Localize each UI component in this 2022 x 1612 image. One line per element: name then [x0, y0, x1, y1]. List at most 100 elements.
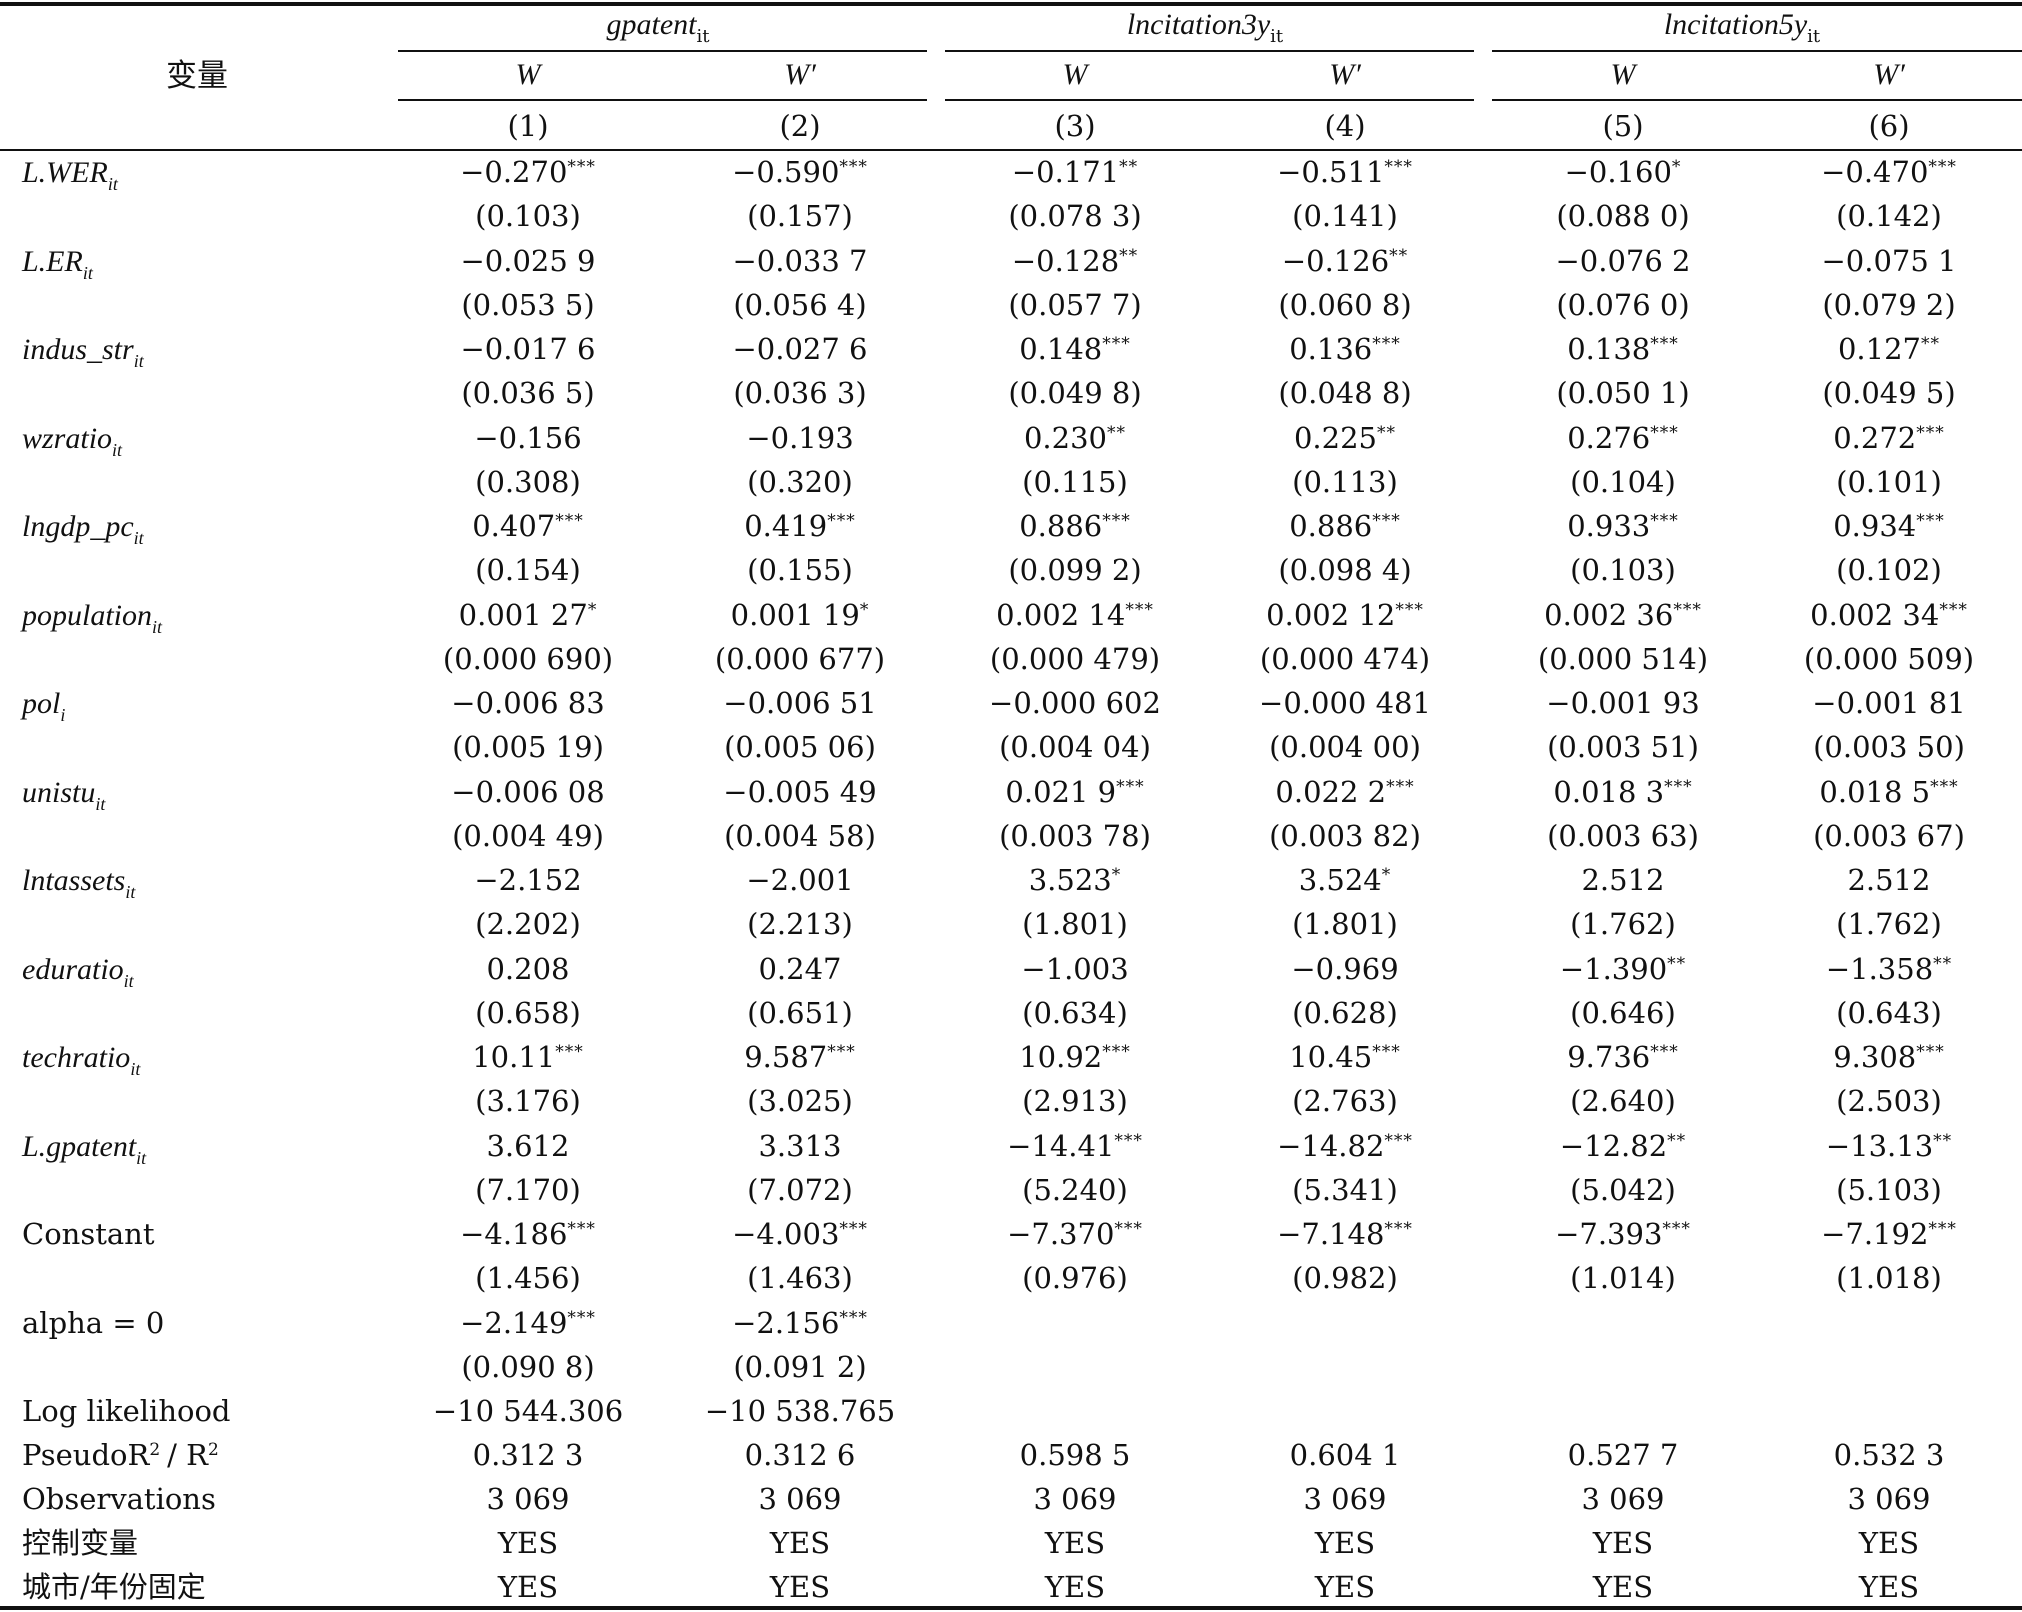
standard-error-cell: (0.036 3) — [733, 376, 867, 410]
controls-label: 控制变量 — [22, 1526, 139, 1560]
row-label-name: population — [22, 598, 153, 632]
coefficient-value: 0.272 — [1833, 420, 1917, 455]
significance-stars: ** — [1921, 334, 1941, 354]
r2-label-sup: 2 — [149, 1440, 162, 1460]
stat-value: YES — [1592, 1570, 1654, 1604]
row-label-subscript: i — [60, 705, 66, 725]
group-subscript: it — [696, 26, 710, 47]
significance-stars: *** — [567, 1219, 596, 1239]
standard-error-cell: (0.102) — [1836, 553, 1942, 587]
coefficient-cell: −7.192*** — [1821, 1220, 1957, 1249]
row-label: populationit — [22, 598, 162, 636]
coefficient-value: 0.001 27 — [458, 597, 588, 632]
coefficient-value: −14.82 — [1277, 1128, 1385, 1163]
stat-value: 0.532 3 — [1833, 1438, 1945, 1472]
significance-stars: *** — [1916, 1042, 1945, 1062]
row-label-name: L.WER — [22, 156, 108, 189]
stat-value: YES — [497, 1570, 559, 1604]
row-label-name: indus_str — [22, 333, 134, 366]
coefficient-value: −0.160 — [1564, 155, 1672, 189]
coefficient-value: 2.512 — [1847, 863, 1931, 897]
coefficient-value: 3.524 — [1298, 863, 1382, 897]
coefficient-cell: 0.002 12*** — [1266, 600, 1424, 630]
standard-error-cell: (0.088 0) — [1556, 199, 1690, 233]
significance-stars: *** — [1650, 511, 1679, 531]
significance-stars: ** — [1377, 422, 1397, 443]
standard-error-cell: (7.072) — [747, 1172, 853, 1207]
stat-value: −10 538.765 — [704, 1394, 896, 1428]
coefficient-value: 0.148 — [1019, 332, 1103, 366]
weight-label: W — [1062, 58, 1088, 91]
coefficient-value: 0.407 — [472, 509, 556, 543]
group-underline — [945, 50, 1474, 52]
row-label: indus_strit — [22, 333, 144, 371]
coefficient-cell: −0.270*** — [460, 158, 596, 187]
significance-stars: *** — [1372, 334, 1401, 354]
standard-error-cell: (1.463) — [747, 1261, 853, 1295]
coefficient-cell: −0.511*** — [1277, 158, 1413, 187]
row-label-subscript: it — [136, 1147, 147, 1168]
standard-error-cell: (0.646) — [1570, 995, 1676, 1030]
coefficient-value: −2.156 — [732, 1305, 840, 1340]
group-name: lncitation5y — [1663, 8, 1808, 41]
stat-value: YES — [1858, 1526, 1920, 1560]
significance-stars: * — [1111, 865, 1122, 885]
coefficient-value: 0.136 — [1289, 332, 1373, 366]
coefficient-value: 10.45 — [1289, 1040, 1373, 1074]
row-label-name: Constant — [22, 1217, 155, 1251]
group-underline — [398, 50, 927, 52]
significance-stars: *** — [1928, 1219, 1957, 1239]
standard-error-cell: (0.060 8) — [1278, 287, 1412, 322]
standard-error-cell: (0.000 514) — [1537, 641, 1709, 676]
group-name: lncitation3y — [1126, 8, 1271, 41]
variable-header: 变量 — [166, 58, 228, 94]
coefficient-value: −14.41 — [1007, 1128, 1115, 1163]
row-label-name: lntassets — [22, 864, 126, 897]
coefficient-cell: −1.003 — [1021, 954, 1128, 984]
row-label-name: unistu — [22, 775, 96, 809]
standard-error-cell: (0.103) — [475, 199, 581, 233]
stat-value: 0.604 1 — [1289, 1438, 1401, 1472]
standard-error-cell: (0.000 690) — [442, 641, 614, 676]
coefficient-value: 0.276 — [1567, 420, 1651, 455]
coefficient-cell: −0.193 — [746, 423, 853, 453]
coefficient-value: −7.148 — [1277, 1217, 1385, 1251]
row-label: lntassetsit — [22, 864, 135, 902]
standard-error-cell: (2.503) — [1836, 1084, 1942, 1118]
coefficient-cell: −0.156 — [474, 423, 581, 453]
significance-stars: *** — [555, 1042, 584, 1062]
coefficient-value: −0.126 — [1281, 243, 1390, 278]
coefficient-cell: −0.027 6 — [733, 335, 868, 364]
coefficient-cell: 0.933*** — [1567, 512, 1679, 541]
coefficient-cell: 0.230** — [1024, 423, 1126, 453]
coefficient-value: 0.018 3 — [1553, 774, 1665, 809]
significance-stars: ** — [1933, 1130, 1953, 1151]
coefficient-cell: −14.41*** — [1007, 1128, 1143, 1163]
coefficient-cell: −0.076 2 — [1555, 243, 1691, 278]
significance-stars: *** — [1114, 1219, 1143, 1239]
stat-value: 3 069 — [1847, 1482, 1931, 1516]
significance-stars: *** — [1102, 334, 1131, 354]
significance-stars: *** — [1650, 334, 1679, 354]
standard-error-cell: (0.976) — [1022, 1261, 1128, 1295]
coefficient-value: 0.002 14 — [996, 597, 1126, 632]
standard-error-cell: (0.634) — [1022, 995, 1128, 1030]
standard-error-cell: (0.004 49) — [452, 818, 604, 853]
coefficient-cell: −0.075 1 — [1822, 246, 1957, 276]
coefficient-cell: 0.934*** — [1833, 512, 1945, 541]
coefficient-cell: 0.272*** — [1833, 420, 1945, 455]
standard-error-cell: (7.170) — [475, 1172, 581, 1207]
group-header: gpatentit — [607, 10, 710, 46]
coefficient-value: −0.270 — [460, 155, 568, 189]
standard-error-cell: (0.003 51) — [1547, 730, 1699, 764]
significance-stars: ** — [1667, 1130, 1687, 1151]
coefficient-value: −0.025 9 — [460, 243, 596, 278]
coefficient-cell: −2.156*** — [732, 1305, 868, 1340]
coefficient-value: 0.002 36 — [1544, 597, 1674, 632]
standard-error-cell: (0.050 1) — [1556, 376, 1690, 410]
coefficient-cell: 0.247 — [758, 954, 841, 984]
stat-value: YES — [1592, 1526, 1654, 1560]
bottom-rule — [0, 1606, 2022, 1610]
coefficient-value: −0.076 2 — [1555, 243, 1691, 278]
group-underline — [1492, 50, 2022, 52]
